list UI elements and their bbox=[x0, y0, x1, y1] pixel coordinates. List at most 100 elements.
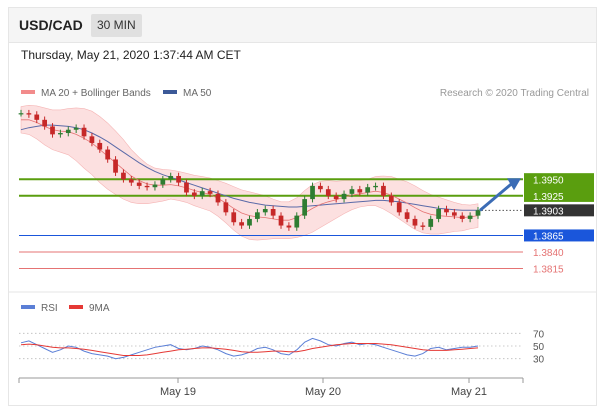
candle-body bbox=[136, 182, 142, 186]
candle-body bbox=[278, 215, 284, 226]
candle-body bbox=[444, 209, 449, 213]
candle-body bbox=[128, 179, 134, 183]
candle-body bbox=[349, 189, 355, 194]
research-credit: Research © 2020 Trading Central bbox=[440, 88, 589, 99]
candle-body bbox=[475, 210, 481, 216]
candle-body bbox=[459, 215, 465, 219]
rsi-tick-label-30: 30 bbox=[533, 355, 545, 366]
candle-body bbox=[168, 175, 174, 180]
ma20-legend-label: MA 20 + Bollinger Bands bbox=[41, 88, 151, 99]
current-price-label-2: 1.3903 bbox=[533, 206, 564, 217]
candle-body bbox=[191, 192, 197, 196]
support-price-label-5: 1.3815 bbox=[533, 264, 564, 275]
candle-body bbox=[97, 142, 103, 150]
candle-body bbox=[388, 195, 394, 203]
moving-averages bbox=[20, 119, 479, 221]
ma50-legend-swatch bbox=[163, 90, 177, 94]
candle-body bbox=[428, 218, 434, 227]
rsi-panel: 70 50 30 bbox=[19, 329, 545, 366]
candle-body bbox=[42, 119, 48, 127]
candle-body bbox=[310, 185, 315, 200]
rsi-tick-label-70: 70 bbox=[533, 329, 545, 340]
candle-body bbox=[451, 212, 457, 216]
chart-header: USD/CAD 30 MIN bbox=[9, 8, 596, 43]
candle-body bbox=[18, 113, 24, 115]
ma50-line bbox=[20, 124, 478, 211]
candle-body bbox=[396, 202, 402, 213]
candle-body bbox=[420, 225, 426, 227]
currency-pair-title: USD/CAD bbox=[19, 17, 83, 33]
x-axis-tick-label: May 21 bbox=[451, 386, 487, 398]
candle-body bbox=[467, 215, 473, 219]
candle-body bbox=[325, 189, 331, 196]
candle-body bbox=[81, 127, 87, 137]
candle-body bbox=[373, 185, 378, 188]
ma9-legend-swatch bbox=[69, 305, 83, 309]
candle-body bbox=[207, 191, 213, 194]
candle-body bbox=[412, 218, 418, 226]
candle-body bbox=[105, 149, 111, 160]
rsi-line bbox=[20, 337, 479, 360]
forecast-arrow-head bbox=[507, 178, 521, 191]
price-levels bbox=[19, 178, 523, 269]
candle-body bbox=[436, 209, 441, 219]
candle-body bbox=[152, 184, 158, 188]
ma20-legend-swatch bbox=[21, 90, 35, 94]
candle-body bbox=[34, 114, 40, 120]
resistance-label-bg-1 bbox=[524, 189, 594, 202]
candle-body bbox=[199, 191, 205, 196]
candle-body bbox=[176, 175, 181, 183]
x-axis-tick-label: May 19 bbox=[160, 386, 196, 398]
support-price-label-4: 1.3840 bbox=[533, 248, 564, 259]
rsi-legend-swatch bbox=[21, 305, 35, 309]
pivot-label-bg-3 bbox=[524, 229, 594, 242]
candle-body bbox=[302, 199, 308, 216]
candle-body bbox=[381, 185, 386, 196]
candle-body bbox=[215, 193, 221, 203]
candle-body bbox=[239, 222, 244, 226]
x-axis-tick-label: May 20 bbox=[305, 386, 341, 398]
candle-body bbox=[404, 212, 410, 219]
candle-body bbox=[341, 193, 347, 200]
candle-body bbox=[231, 212, 237, 223]
candle-body bbox=[73, 127, 79, 130]
candle-body bbox=[89, 136, 95, 143]
candle-body bbox=[144, 185, 150, 188]
candle-body bbox=[286, 225, 292, 228]
current-label-bg-2 bbox=[524, 204, 594, 217]
timestamp: Thursday, May 21, 2020 1:37:44 AM CET bbox=[21, 48, 241, 62]
candle-body bbox=[50, 126, 55, 135]
candle-body bbox=[333, 195, 339, 200]
pivot-price-label-3: 1.3865 bbox=[533, 231, 564, 242]
x-axis-ticks: May 19 May 20 May 21 bbox=[18, 378, 524, 398]
chart-card: USD/CAD 30 MIN Thursday, May 21, 2020 1:… bbox=[8, 7, 597, 406]
candle-body bbox=[270, 209, 276, 216]
candle-body bbox=[65, 129, 71, 134]
candle-body bbox=[357, 189, 363, 193]
candle-body bbox=[113, 159, 118, 173]
candle-body bbox=[365, 187, 371, 193]
candle-body bbox=[247, 218, 252, 226]
ma20-line bbox=[21, 119, 479, 221]
candle-body bbox=[255, 212, 260, 219]
candle-body bbox=[58, 133, 63, 135]
rsi-ma9-line bbox=[20, 343, 479, 356]
resistance-price-label-0: 1.3950 bbox=[533, 175, 564, 186]
resistance-price-label-1: 1.3925 bbox=[533, 192, 564, 203]
candle-body bbox=[184, 182, 189, 193]
candle-body bbox=[121, 172, 126, 180]
candle-body bbox=[294, 215, 300, 228]
level-labels: 1.3950 1.3925 1.3903 1.3865 1.3840 1.3815 bbox=[479, 173, 594, 275]
rsi-legend-label: RSI bbox=[41, 303, 58, 314]
candle-body bbox=[26, 113, 32, 115]
candles bbox=[18, 109, 481, 231]
ma50-legend-label: MA 50 bbox=[183, 88, 212, 99]
ma9-legend-label: 9MA bbox=[89, 303, 110, 314]
timeframe-badge[interactable]: 30 MIN bbox=[91, 14, 142, 37]
candle-body bbox=[223, 202, 229, 213]
candle-body bbox=[262, 209, 268, 213]
candle-body bbox=[160, 179, 166, 185]
resistance-label-bg-0 bbox=[524, 173, 594, 186]
rsi-tick-label-50: 50 bbox=[533, 342, 545, 353]
